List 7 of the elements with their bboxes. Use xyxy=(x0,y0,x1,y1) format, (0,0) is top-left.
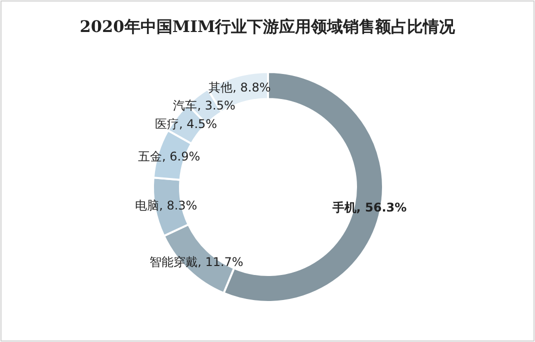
slice-label: 电脑, 8.3% xyxy=(135,198,198,212)
chart-title: 2020年中国MIM行业下游应用领域销售额占比情况 xyxy=(80,17,456,36)
slice-label: 其他, 8.8% xyxy=(208,80,271,94)
slice-label: 智能穿戴, 11.7% xyxy=(150,254,244,269)
slice-label: 五金, 6.9% xyxy=(138,150,200,164)
slice-label: 汽车, 3.5% xyxy=(173,98,236,112)
slice-label: 医疗, 4.5% xyxy=(154,116,218,131)
